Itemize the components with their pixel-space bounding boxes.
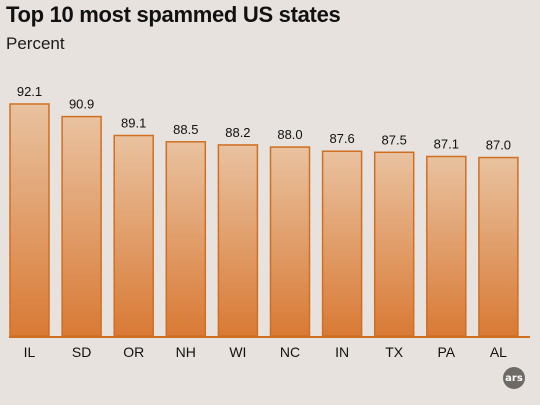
value-label-in: 87.6 — [329, 131, 354, 146]
category-label-wi: WI — [229, 344, 246, 360]
bar-al — [478, 156, 519, 337]
bar-nc — [269, 146, 311, 337]
bar-sd — [61, 115, 102, 337]
value-label-nh: 88.5 — [173, 122, 198, 137]
category-label-nc: NC — [280, 344, 300, 360]
value-label-nc: 88.0 — [277, 127, 302, 142]
category-label-in: IN — [335, 344, 349, 360]
bar-pa — [426, 155, 467, 337]
category-label-pa: PA — [437, 344, 455, 360]
bar-or — [113, 134, 154, 337]
bar-in — [321, 150, 363, 337]
ars-logo-badge: ars — [503, 367, 525, 389]
category-label-or: OR — [123, 344, 144, 360]
value-label-al: 87.0 — [486, 138, 511, 153]
bar-il — [9, 103, 50, 337]
value-label-il: 92.1 — [17, 84, 42, 99]
value-label-sd: 90.9 — [69, 97, 94, 112]
value-label-wi: 88.2 — [225, 125, 250, 140]
category-label-sd: SD — [72, 344, 91, 360]
value-label-tx: 87.5 — [382, 132, 407, 147]
category-label-il: IL — [24, 344, 36, 360]
category-label-nh: NH — [176, 344, 196, 360]
bar-tx — [373, 151, 415, 337]
category-label-al: AL — [490, 344, 507, 360]
bar-nh — [165, 141, 207, 337]
value-label-pa: 87.1 — [434, 136, 459, 151]
bar-wi — [217, 144, 259, 337]
value-label-or: 89.1 — [121, 115, 146, 130]
category-label-tx: TX — [385, 344, 404, 360]
chart-subtitle: Percent — [6, 34, 65, 53]
chart-title: Top 10 most spammed US states — [6, 2, 341, 27]
